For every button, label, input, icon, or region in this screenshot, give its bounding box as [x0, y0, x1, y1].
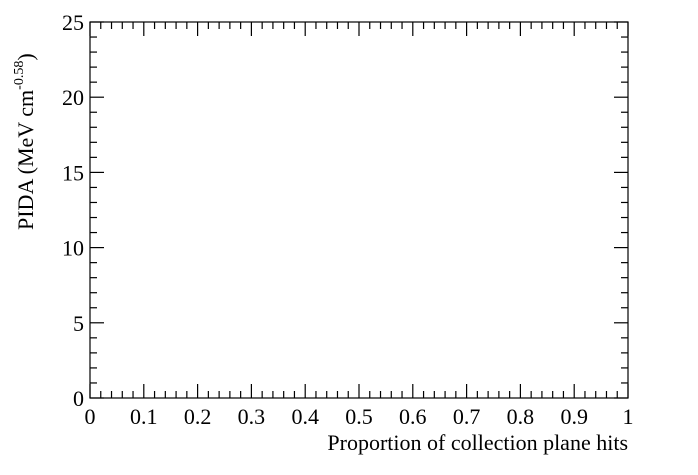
axis-ticks — [89, 21, 629, 399]
x-tick-label: 0.3 — [238, 404, 266, 429]
y-axis-title-group: PIDA (MeV cm-0.58) — [12, 53, 38, 230]
y-tick-labels: 0 5 10 15 20 25 — [62, 10, 84, 411]
x-tick-label: 0 — [85, 404, 96, 429]
plot-frame — [89, 21, 629, 399]
y-axis-title-close: ) — [13, 53, 38, 60]
x-tick-label: 0.7 — [453, 404, 481, 429]
x-tick-label: 0.2 — [184, 404, 212, 429]
x-tick-labels: 0 0.1 0.2 0.3 0.4 0.5 0.6 0.7 0.8 0.9 1 — [85, 404, 634, 429]
y-axis-title: PIDA (MeV cm-0.58) — [12, 53, 38, 230]
x-tick-label: 0.5 — [345, 404, 373, 429]
y-tick-label: 25 — [62, 10, 84, 35]
x-tick-label: 0.8 — [507, 404, 535, 429]
x-tick-label: 0.9 — [560, 404, 588, 429]
y-axis-title-main: PIDA (MeV cm — [13, 90, 38, 230]
y-axis-title-exponent: -0.58 — [12, 61, 27, 90]
x-axis-title: Proportion of collection plane hits — [327, 430, 628, 455]
y-tick-label: 10 — [62, 236, 84, 261]
x-tick-label: 0.1 — [130, 404, 158, 429]
y-tick-label: 0 — [73, 386, 84, 411]
x-tick-label: 0.6 — [399, 404, 427, 429]
x-tick-label: 1 — [623, 404, 634, 429]
y-tick-label: 5 — [73, 311, 84, 336]
x-tick-label: 0.4 — [291, 404, 319, 429]
y-tick-label: 15 — [62, 160, 84, 185]
y-tick-label: 20 — [62, 85, 84, 110]
